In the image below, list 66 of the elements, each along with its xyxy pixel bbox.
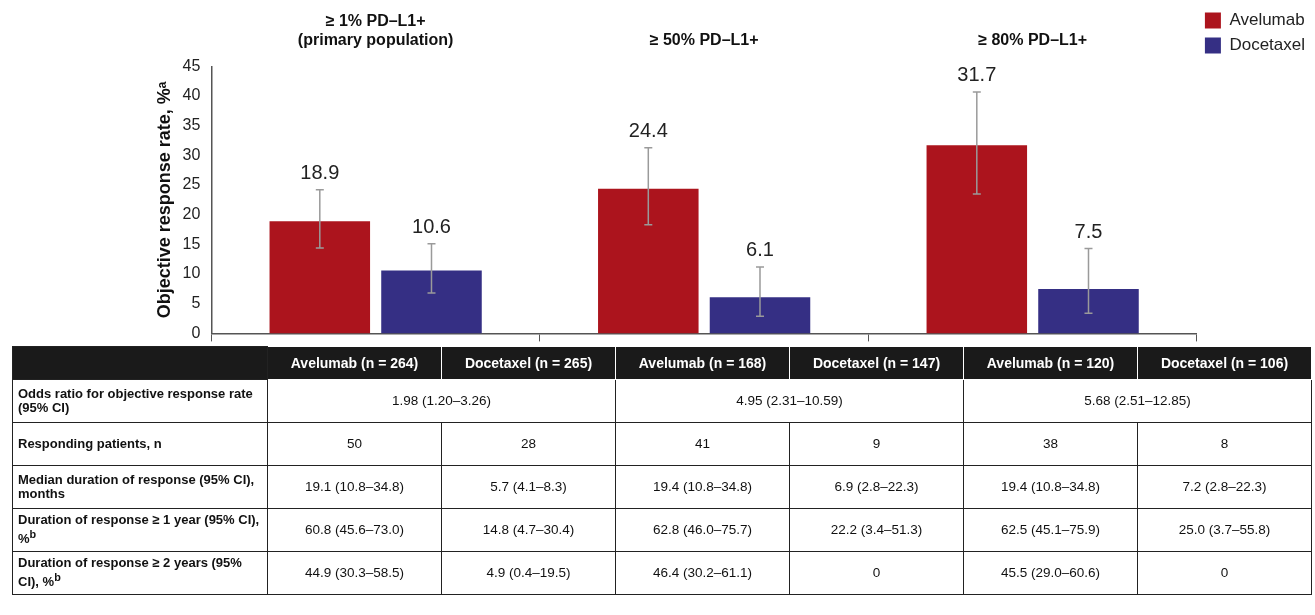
y-axis-title: Objective response rate, %ᵃ [153,81,174,319]
bar [709,297,811,334]
text: 38 [963,422,1138,466]
y-tick-label: 10 [182,264,201,282]
text: Docetaxel (n = 106) [1137,346,1312,380]
legend-label: Avelumab [1229,10,1305,30]
y-tick-label: 30 [182,145,201,163]
text: Duration of response ≥ 1 year (95% CI), %$^{b}$ [12,508,268,552]
data-label: 18.9 [300,161,340,184]
text: 45.5 (29.0–60.6) [963,551,1138,595]
text: Responding patients, n [12,422,268,466]
text: 9 [789,422,964,466]
text: 5.68 (2.51–12.85) [963,379,1312,423]
text: Docetaxel (n = 147) [789,346,964,380]
text: Docetaxel (n = 265) [441,346,616,380]
text: 1.98 (1.20–3.26) [267,379,616,423]
x-tick-label: ≥ 50% PD–L1+ [649,31,759,49]
bar [926,145,1028,334]
text: 4.95 (2.31–10.59) [615,379,964,423]
text: 44.9 (30.3–58.5) [267,551,442,595]
text: 22.2 (3.4–51.3) [789,508,964,552]
text: Odds ratio for objective response rate (95% CI) [12,379,268,423]
text: 0 [1137,551,1312,595]
text: 4.9 (0.4–19.5) [441,551,616,595]
data-label: 24.4 [628,119,668,142]
legend-label: Docetaxel [1229,35,1306,55]
y-tick-label: 0 [191,323,201,341]
text: 28 [441,422,616,466]
text: 46.4 (30.2–61.1) [615,551,790,595]
data-label: 31.7 [957,63,997,86]
text: 5.7 (4.1–8.3) [441,465,616,509]
y-tick-label: 25 [182,175,201,193]
text: Duration of response ≥ 2 years (95% CI), %$^{b}$ [12,551,268,595]
text: 0 [789,551,964,595]
text: 41 [615,422,790,466]
data-label: 6.1 [746,238,774,261]
y-tick-label: 5 [191,294,201,312]
text: 62.5 (45.1–75.9) [963,508,1138,552]
text: 6.9 (2.8–22.3) [789,465,964,509]
text: 8 [1137,422,1312,466]
text: Avelumab (n = 264) [267,346,442,380]
bar [381,270,482,334]
text: Median duration of response (95% CI), months [12,465,268,509]
text: 19.1 (10.8–34.8) [267,465,442,509]
y-tick-label: 45 [182,56,201,74]
text: 25.0 (3.7–55.8) [1137,508,1312,552]
bar [598,188,699,334]
text: 19.4 (10.8–34.8) [963,465,1138,509]
text: 14.8 (4.7–30.4) [441,508,616,552]
text: 19.4 (10.8–34.8) [615,465,790,509]
text: 7.2 (2.8–22.3) [1137,465,1312,509]
text: 60.8 (45.6–73.0) [267,508,442,552]
text: 50 [267,422,442,466]
y-tick-label: 40 [182,86,201,104]
y-tick-label: 15 [182,234,201,252]
bar [269,221,371,334]
x-tick-label: ≥ 80% PD–L1+ [978,31,1088,49]
text: Avelumab (n = 168) [615,346,790,380]
y-tick-label: 20 [182,205,201,223]
data-label: 10.6 [412,215,451,238]
text: Avelumab (n = 120) [963,346,1138,380]
x-tick-label: ≥ 1% PD–L1+ (primary population) [297,12,454,49]
bar [1038,288,1139,334]
data-label: 7.5 [1074,220,1103,243]
y-tick-label: 35 [182,116,201,134]
text: 62.8 (46.0–75.7) [615,508,790,552]
